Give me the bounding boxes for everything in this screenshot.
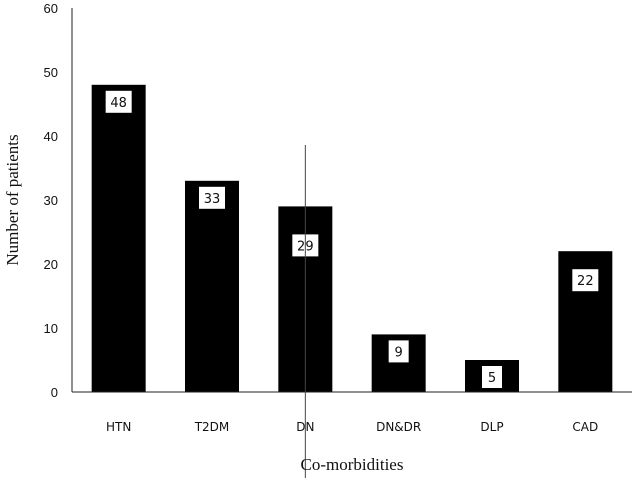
- data-label: 33: [204, 192, 221, 207]
- bars: [91, 84, 613, 393]
- y-tick-label: 10: [44, 321, 58, 336]
- data-label-box: [199, 186, 225, 209]
- x-axis-title: Co-morbidities: [301, 455, 404, 474]
- data-label-box: [482, 366, 502, 388]
- x-axis-categories: HTN T2DM DN DN&DR DLP CAD: [106, 420, 598, 434]
- data-label-box: [105, 90, 132, 113]
- x-category-label: T2DM: [194, 420, 230, 434]
- bar: [91, 84, 146, 393]
- data-label: 22: [577, 274, 594, 289]
- y-tick-label: 40: [44, 129, 58, 144]
- bar: [185, 180, 239, 392]
- y-axis-title: Number of patients: [3, 134, 22, 265]
- y-tick-label: 30: [44, 193, 58, 208]
- x-category-label: DLP: [480, 420, 503, 434]
- data-label: 5: [488, 371, 496, 386]
- y-tick-label: 0: [51, 385, 58, 400]
- y-tick-label: 60: [44, 1, 58, 16]
- y-tick-label: 20: [44, 257, 58, 272]
- x-category-label: DN&DR: [376, 420, 421, 434]
- y-axis-ticks: 0 10 20 30 40 50 60: [44, 1, 58, 400]
- x-category-label: CAD: [572, 420, 598, 434]
- data-label-box: [572, 269, 599, 292]
- data-label: 9: [395, 345, 403, 360]
- data-label: 48: [110, 96, 127, 111]
- data-label-box: [388, 340, 409, 363]
- y-tick-label: 50: [44, 65, 58, 80]
- x-category-label: HTN: [106, 420, 131, 434]
